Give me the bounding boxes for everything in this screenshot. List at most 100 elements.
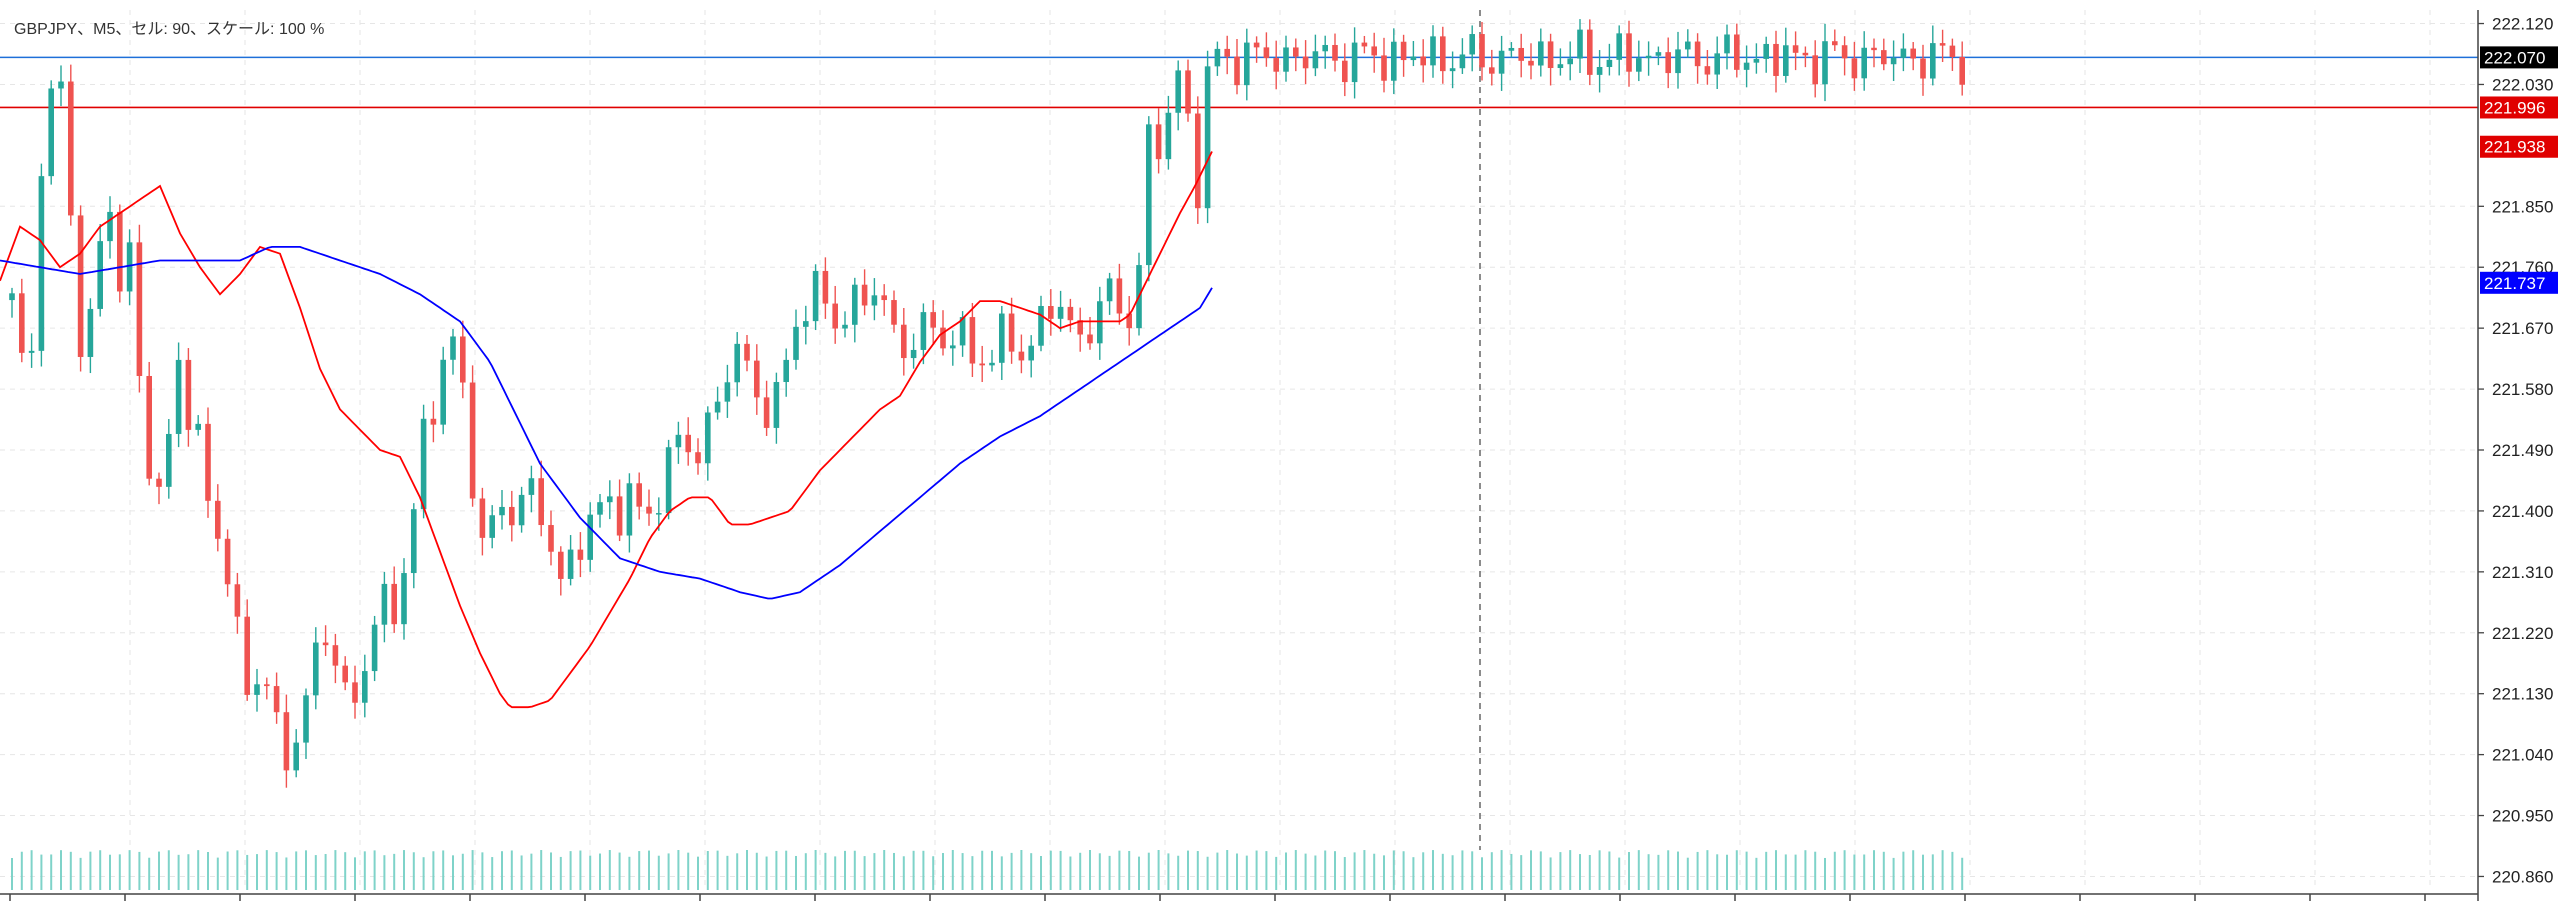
candle-bear[interactable]: [891, 300, 897, 325]
candle-bull[interactable]: [812, 270, 819, 322]
candle-bear[interactable]: [1195, 113, 1201, 209]
candle-bull[interactable]: [381, 583, 388, 625]
candle-bear[interactable]: [558, 551, 564, 579]
candle-bear[interactable]: [1812, 55, 1818, 85]
candle-bear[interactable]: [646, 506, 652, 514]
candle-bear[interactable]: [77, 215, 84, 357]
candle-bull[interactable]: [499, 506, 505, 516]
candle-bear[interactable]: [1371, 46, 1377, 56]
candle-bull[interactable]: [1724, 34, 1730, 54]
candle-bear[interactable]: [1018, 351, 1025, 361]
candle-bear[interactable]: [352, 682, 358, 703]
candle-bull[interactable]: [871, 295, 878, 306]
candle-bear[interactable]: [1263, 47, 1270, 59]
candle-bear[interactable]: [322, 642, 329, 646]
candle-bull[interactable]: [1146, 124, 1152, 266]
candle-bear[interactable]: [156, 478, 162, 487]
candle-bear[interactable]: [1802, 52, 1809, 56]
candle-bear[interactable]: [1959, 56, 1965, 85]
candle-bear[interactable]: [1400, 41, 1407, 61]
candle-bear[interactable]: [273, 686, 280, 713]
candle-bull[interactable]: [1596, 67, 1603, 75]
candle-bull[interactable]: [362, 671, 368, 703]
candle-bear[interactable]: [1792, 45, 1799, 53]
candle-bear[interactable]: [1155, 124, 1162, 160]
candle-bull[interactable]: [734, 343, 740, 383]
candle-bear[interactable]: [822, 270, 829, 304]
candle-bull[interactable]: [450, 336, 456, 360]
candle-bull[interactable]: [910, 349, 917, 359]
candle-bear[interactable]: [1547, 41, 1554, 69]
candle-bear[interactable]: [1008, 313, 1015, 352]
candle-bear[interactable]: [1185, 70, 1191, 114]
candle-bear[interactable]: [1273, 58, 1279, 72]
candle-bull[interactable]: [175, 359, 182, 434]
candle-bull[interactable]: [518, 494, 525, 526]
candle-bear[interactable]: [1489, 67, 1495, 74]
candle-bull[interactable]: [1900, 48, 1907, 58]
candle-bull[interactable]: [1822, 41, 1828, 85]
candle-bull[interactable]: [107, 211, 113, 242]
candle-bear[interactable]: [1665, 52, 1671, 74]
candle-bear[interactable]: [548, 525, 554, 552]
candle-bull[interactable]: [1351, 42, 1358, 83]
candle-bear[interactable]: [1234, 56, 1240, 86]
candle-bull[interactable]: [1028, 345, 1034, 361]
candle-bull[interactable]: [371, 624, 378, 672]
candle-bull[interactable]: [950, 345, 956, 349]
candle-bear[interactable]: [1528, 60, 1534, 66]
candle-bear[interactable]: [264, 684, 270, 687]
candle-bull[interactable]: [803, 321, 809, 327]
candle-bear[interactable]: [1587, 29, 1593, 75]
candle-bull[interactable]: [920, 312, 927, 350]
candle-bear[interactable]: [685, 434, 691, 453]
candle-bull[interactable]: [724, 382, 731, 402]
candle-bull[interactable]: [489, 515, 495, 538]
candle-bull[interactable]: [1714, 53, 1720, 75]
candle-bull[interactable]: [1410, 56, 1417, 61]
candle-bear[interactable]: [1920, 58, 1926, 79]
candle-bull[interactable]: [1538, 41, 1544, 66]
candle-bear[interactable]: [234, 584, 241, 617]
candle-bull[interactable]: [1675, 49, 1681, 74]
candle-bear[interactable]: [636, 483, 642, 507]
candle-bear[interactable]: [1342, 60, 1348, 83]
candle-bull[interactable]: [597, 502, 603, 515]
candle-bear[interactable]: [695, 452, 701, 464]
candle-bear[interactable]: [342, 665, 348, 683]
candle-bull[interactable]: [1165, 112, 1172, 160]
candle-bear[interactable]: [1420, 56, 1426, 66]
candle-bull[interactable]: [852, 284, 858, 325]
candle-bear[interactable]: [1881, 50, 1887, 65]
candle-bull[interactable]: [38, 176, 45, 351]
candle-bear[interactable]: [1734, 34, 1740, 70]
candle-bear[interactable]: [244, 616, 250, 695]
candle-bear[interactable]: [1871, 47, 1877, 51]
candle-bull[interactable]: [1606, 59, 1613, 68]
candle-bull[interactable]: [1430, 36, 1436, 66]
candle-bull[interactable]: [28, 350, 35, 353]
candle-bear[interactable]: [1293, 47, 1299, 57]
candle-bull[interactable]: [1038, 305, 1044, 346]
candle-bear[interactable]: [744, 343, 750, 361]
candle-bear[interactable]: [1077, 320, 1083, 335]
candle-bear[interactable]: [136, 242, 143, 376]
candle-bear[interactable]: [391, 583, 397, 625]
candle-bear[interactable]: [68, 81, 74, 216]
candle-bear[interactable]: [1332, 44, 1338, 61]
candle-bull[interactable]: [1616, 33, 1622, 60]
candle-bear[interactable]: [205, 423, 211, 501]
candle-bear[interactable]: [146, 375, 152, 479]
candle-bull[interactable]: [1655, 52, 1662, 56]
candle-bear[interactable]: [1773, 43, 1779, 76]
candle-bull[interactable]: [411, 509, 417, 574]
candle-bear[interactable]: [1626, 33, 1632, 72]
candle-bull[interactable]: [587, 514, 593, 560]
candle-bull[interactable]: [773, 382, 780, 428]
candle-bear[interactable]: [1381, 55, 1387, 81]
candle-bear[interactable]: [1939, 43, 1946, 46]
candle-bull[interactable]: [1636, 58, 1642, 72]
candle-bear[interactable]: [1116, 278, 1123, 314]
candle-bull[interactable]: [714, 401, 721, 413]
